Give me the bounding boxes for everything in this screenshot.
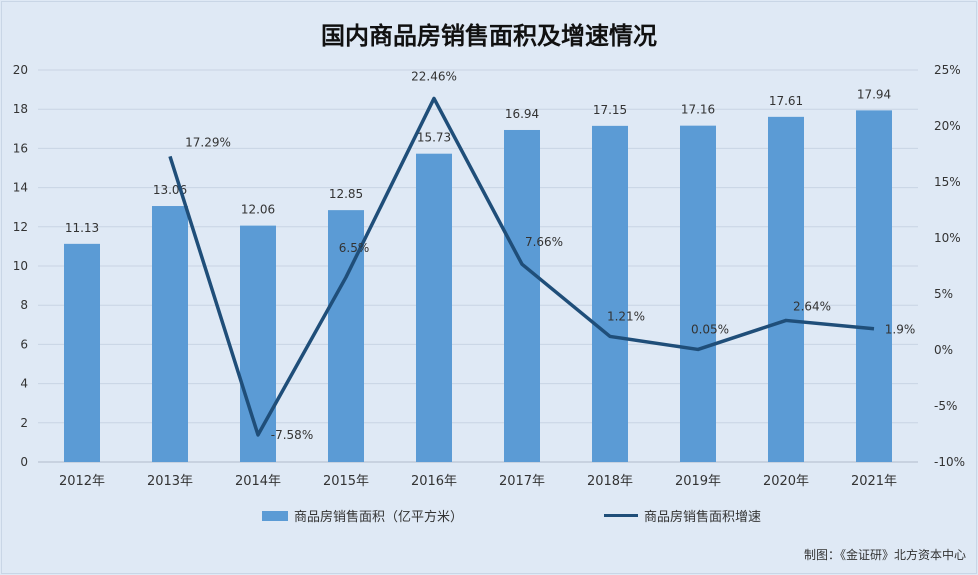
y-left-tick-label: 8 xyxy=(20,298,28,312)
y-left-tick-label: 16 xyxy=(13,141,28,155)
x-tick-label: 2019年 xyxy=(675,474,721,489)
y-right-tick-label: -10% xyxy=(934,455,965,469)
growth-line xyxy=(168,96,875,437)
bar-data-label: 15.73 xyxy=(417,131,451,145)
x-tick-label: 2021年 xyxy=(851,474,897,489)
line-data-label: 0.05% xyxy=(691,322,729,336)
y-left-tick-label: 4 xyxy=(20,377,28,391)
footer-credit: 制图：《金证研》北方资本中心 xyxy=(803,548,966,562)
y-left-tick-label: 6 xyxy=(20,337,28,351)
y-left-tick-label: 20 xyxy=(13,63,28,77)
bar xyxy=(856,110,892,462)
bar-data-label: 11.13 xyxy=(65,221,99,235)
bar xyxy=(680,125,716,462)
x-tick-label: 2016年 xyxy=(411,474,457,489)
line-data-label: 1.21% xyxy=(607,309,645,323)
bar-data-label: 12.85 xyxy=(329,187,363,201)
legend-item-line: 商品房销售面积增速 xyxy=(604,506,761,525)
y-right-tick-label: -5% xyxy=(934,399,957,413)
line-data-label: 7.66% xyxy=(525,235,563,249)
x-tick-label: 2018年 xyxy=(587,474,633,489)
combo-chart: 0 2 4 6 8 10 12 14 16 18 20 -10% -5% 0% 5% 10% 15% 20% 25%… xyxy=(13,63,965,489)
legend-item-bars: 商品房销售面积（亿平方米） xyxy=(262,506,463,525)
y-right-tick-label: 10% xyxy=(934,231,961,245)
y-right-tick-label: 20% xyxy=(934,119,961,133)
chart-title: 国内商品房销售面积及增速情况 xyxy=(321,22,657,50)
x-tick-label: 2015年 xyxy=(323,474,369,489)
bar-data-label: 17.61 xyxy=(769,94,803,108)
x-tick-label: 2020年 xyxy=(763,474,809,489)
y-right-tick-label: 15% xyxy=(934,175,961,189)
x-tick-label: 2013年 xyxy=(147,474,193,489)
line-data-label: -7.58% xyxy=(271,428,313,442)
bar xyxy=(64,243,100,462)
bar-data-label: 17.15 xyxy=(593,103,627,117)
bar-data-label: 17.94 xyxy=(857,87,891,101)
y-right-tick-label: 25% xyxy=(934,63,961,77)
line-data-label: 6.5% xyxy=(339,241,370,255)
x-tick-label: 2012年 xyxy=(59,474,105,489)
x-tick-label: 2014年 xyxy=(235,474,281,489)
legend-swatch-bar xyxy=(262,510,288,521)
y-right-tick-label: 5% xyxy=(934,287,953,301)
y-left-tick-label: 18 xyxy=(13,102,28,116)
line-data-label: 2.64% xyxy=(793,299,831,313)
bar-data-label: 17.16 xyxy=(681,103,715,117)
legend-swatch-line xyxy=(604,514,638,517)
y-left-tick-label: 2 xyxy=(20,416,28,430)
legend: 商品房销售面积（亿平方米） 商品房销售面积增速 xyxy=(0,506,978,526)
y-left-tick-label: 0 xyxy=(20,455,28,469)
line-data-label: 22.46% xyxy=(411,69,457,83)
bar xyxy=(768,116,804,463)
y-left-tick-label: 10 xyxy=(13,259,28,273)
line-data-label: 17.29% xyxy=(185,135,231,149)
bar-data-label: 12.06 xyxy=(241,203,275,217)
y-left-tick-label: 14 xyxy=(13,181,28,195)
bar xyxy=(152,206,188,462)
bar-data-label: 16.94 xyxy=(505,107,539,121)
y-left-tick-label: 12 xyxy=(13,220,28,234)
bar xyxy=(240,225,276,462)
line-data-label: 1.9% xyxy=(885,323,916,337)
x-tick-label: 2017年 xyxy=(499,474,545,489)
legend-label-line: 商品房销售面积增速 xyxy=(644,510,762,525)
y-right-tick-label: 0% xyxy=(934,343,953,357)
bar xyxy=(416,153,452,462)
bar xyxy=(504,129,540,462)
bar xyxy=(592,125,628,463)
legend-label-bars: 商品房销售面积（亿平方米） xyxy=(294,510,464,525)
